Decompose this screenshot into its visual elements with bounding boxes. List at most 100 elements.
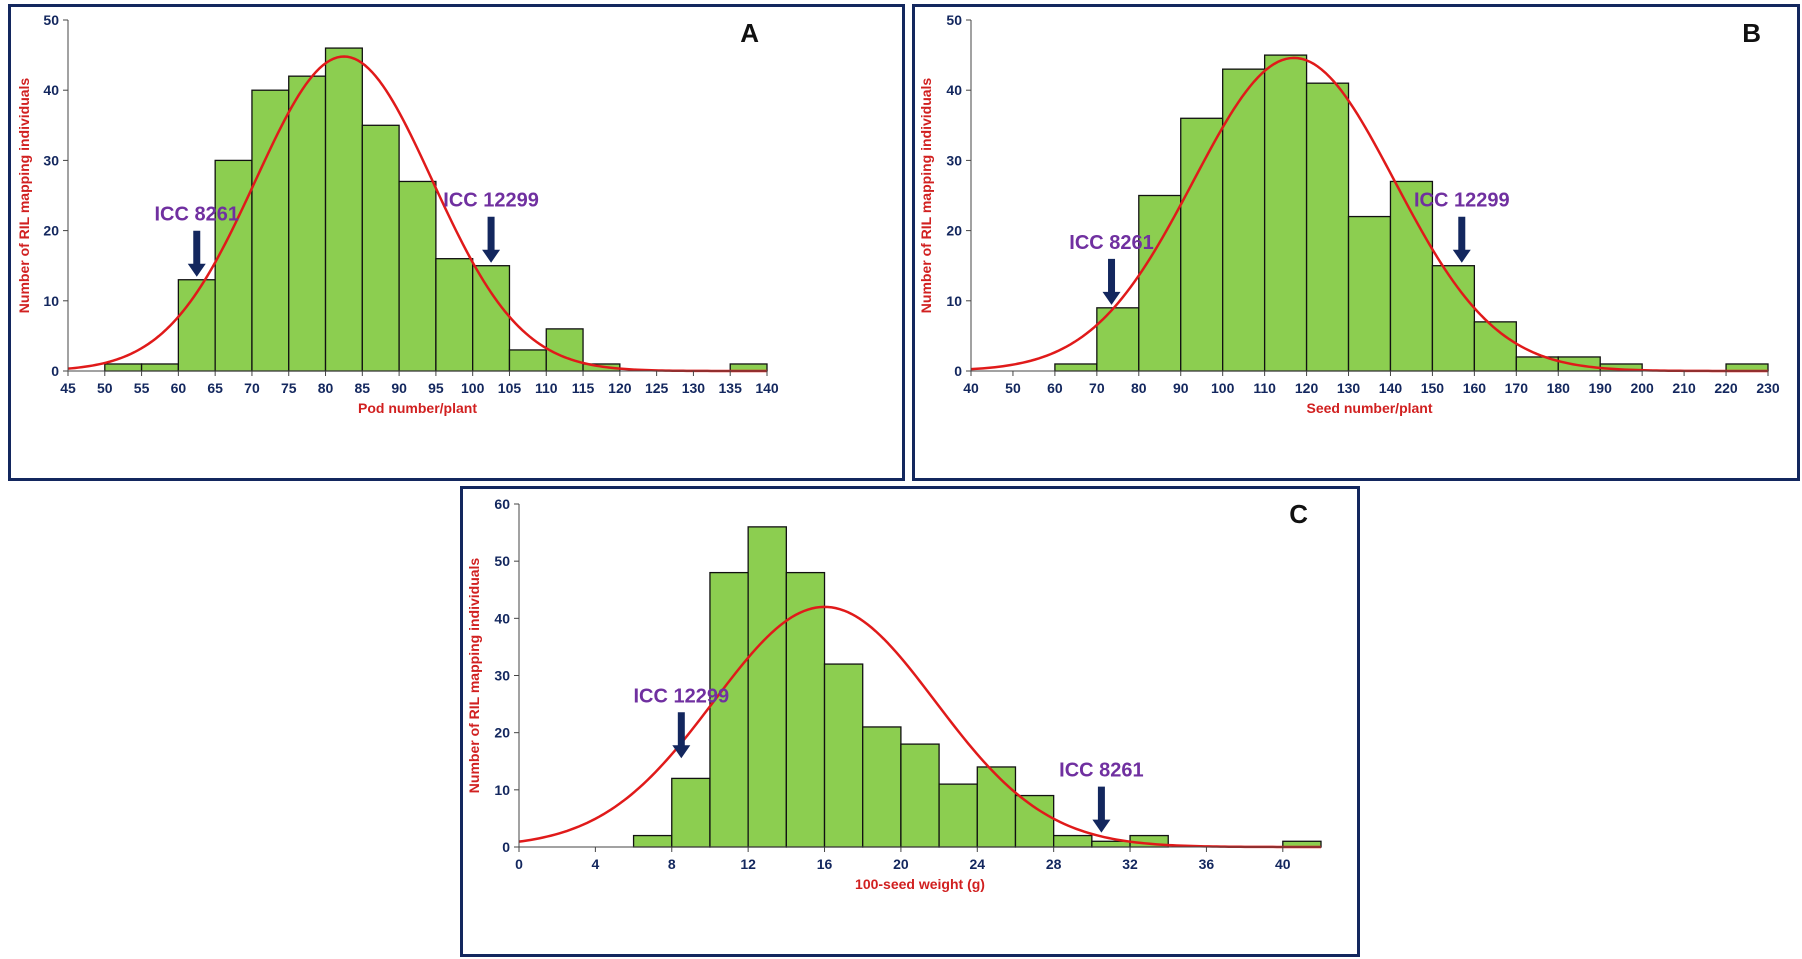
x-tick-label: 105 — [498, 380, 522, 396]
y-tick-label: 0 — [51, 363, 59, 379]
panel-letter: C — [1289, 499, 1308, 529]
x-tick-label: 120 — [608, 380, 632, 396]
y-tick-label: 40 — [946, 82, 962, 98]
x-tick-label: 16 — [817, 856, 833, 872]
x-tick-label: 140 — [1379, 380, 1403, 396]
histogram-bar — [671, 777, 711, 848]
normal-distribution-curve — [67, 55, 767, 373]
normal-distribution-curve — [970, 56, 1769, 373]
histogram-bar — [938, 783, 978, 848]
x-tick-label: 55 — [134, 380, 150, 396]
y-tick-label: 20 — [43, 223, 59, 239]
histogram-bar — [823, 663, 864, 848]
y-axis-title: Number of RIL mapping individuals — [466, 558, 482, 794]
chart-panel-b: 0 10 20 30 40 50 40 50 60 70 80 90 100 110 120 130 140 15… — [912, 4, 1800, 481]
x-tick-label: 115 — [572, 380, 595, 396]
x-tick-label: 0 — [515, 856, 523, 872]
histogram-bar — [251, 89, 290, 372]
x-tick-label: 40 — [963, 380, 979, 396]
y-tick-label: 40 — [494, 610, 510, 626]
x-tick-label: 45 — [60, 380, 76, 396]
y-tick-label: 20 — [946, 223, 962, 239]
x-tick-label: 24 — [969, 856, 985, 872]
x-tick-label: 130 — [682, 380, 706, 396]
histogram-bar — [632, 834, 673, 848]
x-tick-label: 4 — [591, 856, 599, 872]
x-tick-label: 95 — [428, 380, 444, 396]
histogram-bar — [1180, 117, 1224, 372]
histogram-pod-number: 0 10 20 30 40 50 45 50 55 60 65 70 75 80 85 90 95 100 105 1… — [16, 12, 779, 416]
panel-letter: A — [740, 18, 759, 48]
y-tick-label: 20 — [494, 725, 510, 741]
chart-panel-a: 0 10 20 30 40 50 45 50 55 60 65 70 75 80 85 90 95 100 105 1… — [8, 4, 905, 481]
x-tick-label: 100 — [461, 380, 485, 396]
histogram-bar — [472, 265, 511, 372]
histogram-bar — [1096, 307, 1140, 372]
x-tick-label: 90 — [1173, 380, 1189, 396]
y-tick-label: 50 — [43, 12, 59, 28]
histogram-bar — [104, 363, 143, 372]
y-tick-label: 60 — [494, 496, 510, 512]
x-tick-label: 125 — [645, 380, 669, 396]
histogram-bar — [324, 47, 363, 372]
marker-label: ICC 12299 — [633, 685, 729, 707]
x-tick-label: 8 — [668, 856, 676, 872]
x-tick-label: 65 — [207, 380, 223, 396]
marker-label: ICC 12299 — [443, 190, 539, 212]
histogram-bar — [1053, 834, 1093, 848]
x-tick-label: 60 — [171, 380, 187, 396]
histogram-bar — [288, 75, 327, 372]
x-tick-label: 200 — [1630, 380, 1654, 396]
x-tick-label: 32 — [1122, 856, 1138, 872]
down-arrow-icon — [672, 712, 691, 759]
histogram-bar — [747, 526, 787, 848]
y-tick-label: 40 — [43, 82, 59, 98]
x-tick-label: 180 — [1547, 380, 1571, 396]
y-tick-label: 30 — [946, 152, 962, 168]
x-tick-label: 140 — [755, 380, 779, 396]
histogram-bar — [361, 124, 400, 372]
histogram-bar — [1222, 68, 1266, 372]
x-tick-label: 230 — [1756, 380, 1780, 396]
x-tick-label: 160 — [1463, 380, 1487, 396]
x-tick-label: 12 — [740, 856, 756, 872]
histogram-seed-number: 0 10 20 30 40 50 40 50 60 70 80 90 100 110 120 130 140 15… — [918, 12, 1780, 416]
histogram-100-seed-weight: 0 10 20 30 40 50 60 0 4 8 12 16 20 24 28 32 36 40 100-seed… — [466, 496, 1322, 892]
marker-label: ICC 8261 — [1059, 760, 1144, 782]
y-axis-title: Number of RIL mapping individuals — [918, 78, 934, 314]
histogram-bar — [1054, 363, 1098, 372]
histogram-bar — [1014, 794, 1055, 848]
x-tick-label: 90 — [391, 380, 407, 396]
y-tick-label: 50 — [494, 553, 510, 569]
x-tick-label: 80 — [1131, 380, 1147, 396]
y-tick-label: 50 — [946, 12, 962, 28]
x-tick-label: 40 — [1275, 856, 1291, 872]
x-tick-label: 60 — [1047, 380, 1063, 396]
histogram-bar — [1138, 194, 1182, 372]
marker-label: ICC 8261 — [155, 204, 240, 226]
histogram-bar — [1091, 840, 1131, 848]
x-tick-label: 70 — [1089, 380, 1105, 396]
x-tick-label: 190 — [1589, 380, 1613, 396]
x-tick-label: 210 — [1672, 380, 1696, 396]
x-axis-title: Pod number/plant — [358, 400, 477, 416]
histogram-bar — [1263, 54, 1308, 372]
histogram-bar — [398, 180, 437, 372]
histogram-bar — [709, 571, 749, 848]
y-tick-label: 30 — [494, 668, 510, 684]
x-tick-label: 110 — [1253, 380, 1276, 396]
down-arrow-icon — [1092, 786, 1111, 833]
y-tick-label: 10 — [946, 293, 962, 309]
histogram-bar — [862, 726, 902, 848]
x-tick-label: 70 — [244, 380, 260, 396]
x-tick-label: 170 — [1505, 380, 1529, 396]
histogram-bar — [435, 258, 474, 372]
down-arrow-icon — [187, 230, 206, 277]
histogram-bar — [785, 571, 826, 848]
histogram-bar — [177, 279, 216, 372]
histogram-bar — [214, 159, 253, 372]
x-tick-label: 50 — [1005, 380, 1021, 396]
marker-label: ICC 12299 — [1414, 190, 1510, 212]
x-tick-label: 50 — [97, 380, 113, 396]
x-tick-label: 120 — [1295, 380, 1319, 396]
